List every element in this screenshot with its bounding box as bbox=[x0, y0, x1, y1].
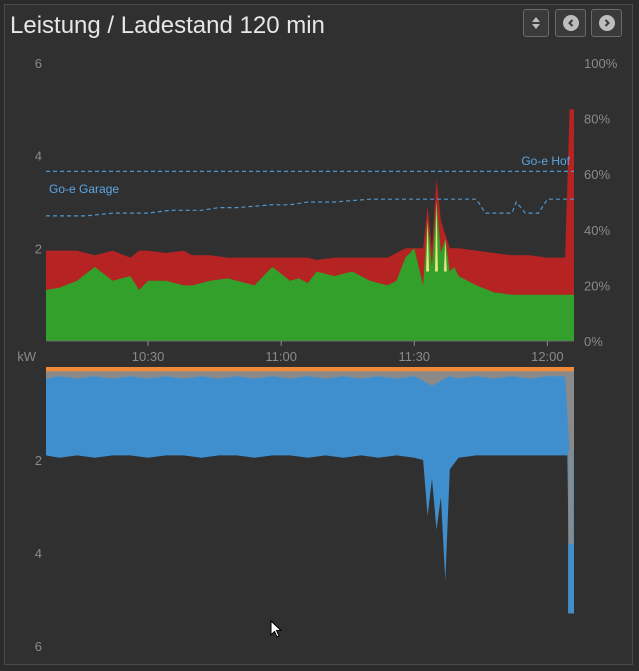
x-tick-label-11:00: 11:00 bbox=[265, 349, 297, 364]
y-tick-left-upper-4: 4 bbox=[35, 149, 42, 164]
series-area-pv bbox=[46, 202, 574, 341]
chevron-right-icon bbox=[598, 15, 615, 31]
series-edge-blue bbox=[568, 543, 574, 614]
y-tick-left-lower-4: 4 bbox=[35, 546, 42, 561]
sort-button[interactable] bbox=[523, 9, 549, 37]
next-button[interactable] bbox=[591, 9, 622, 37]
y-tick-right-0pct: 0% bbox=[584, 334, 603, 349]
series-spike-battery-2 bbox=[443, 239, 447, 272]
page-title: Leistung / Ladestand 120 min bbox=[10, 12, 325, 39]
y-tick-right-20pct: 20% bbox=[584, 278, 610, 293]
y-tick-right-60pct: 60% bbox=[584, 167, 610, 182]
sort-arrows-icon bbox=[532, 17, 540, 29]
y-tick-left-lower-2: 2 bbox=[35, 453, 42, 468]
prev-button[interactable] bbox=[555, 9, 586, 37]
y-tick-right-80pct: 80% bbox=[584, 112, 610, 127]
series-spike-battery-0 bbox=[426, 220, 430, 272]
x-tick-label-12:00: 12:00 bbox=[531, 349, 564, 364]
y-tick-left-upper-2: 2 bbox=[35, 241, 42, 256]
series-line-go-e-garage bbox=[46, 198, 574, 217]
y-tick-right-40pct: 40% bbox=[584, 223, 610, 238]
unit-label-kw: kW bbox=[17, 349, 37, 364]
series-area-grid bbox=[46, 367, 574, 614]
y-tick-left-lower-6: 6 bbox=[35, 639, 42, 654]
y-tick-right-100pct: 100% bbox=[584, 56, 618, 71]
series-spike-battery-1 bbox=[434, 202, 438, 272]
annotation-go-e-hof: Go-e Hof bbox=[521, 154, 570, 168]
x-tick-label-10:30: 10:30 bbox=[132, 349, 165, 364]
series-area-grey bbox=[46, 367, 574, 451]
y-tick-left-upper-6: 6 bbox=[35, 56, 42, 71]
series-bar-orange bbox=[46, 367, 574, 372]
annotation-go-e-garage: Go-e Garage bbox=[49, 182, 119, 196]
mouse-pointer-icon bbox=[270, 620, 283, 638]
chevron-left-icon bbox=[562, 15, 579, 31]
x-tick-label-11:30: 11:30 bbox=[398, 349, 430, 364]
series-edge-grey bbox=[568, 450, 574, 614]
